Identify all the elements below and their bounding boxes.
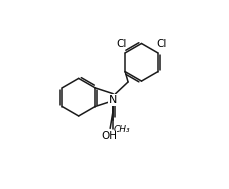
Text: Cl: Cl [116,39,127,49]
Text: Cl: Cl [156,39,167,49]
Text: CH₃: CH₃ [114,125,131,134]
Text: N: N [109,95,117,105]
Text: OH: OH [101,131,117,141]
